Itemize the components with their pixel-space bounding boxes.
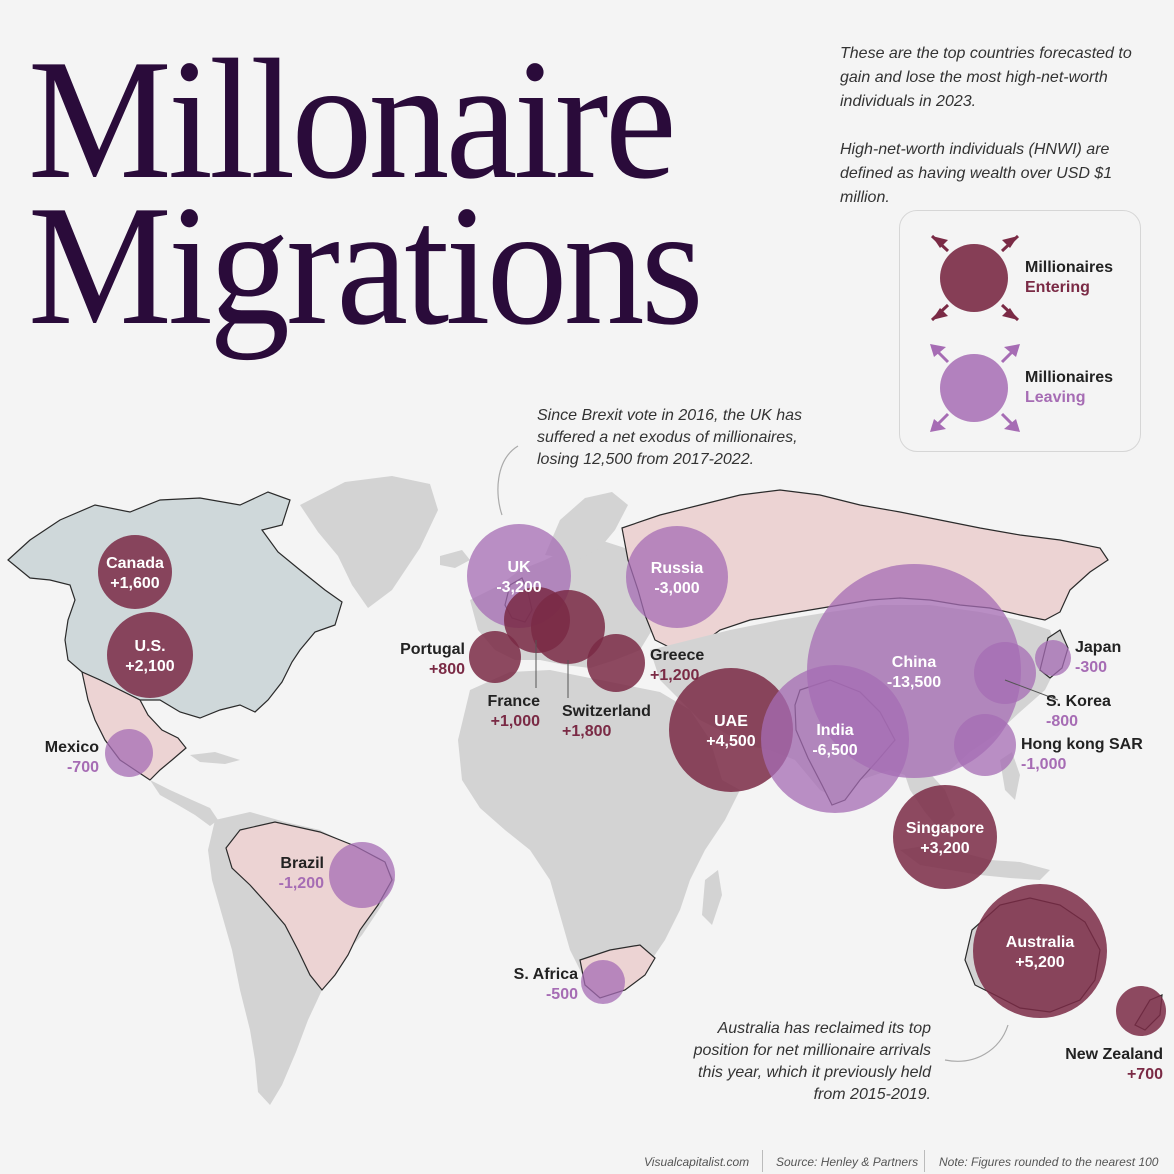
land-iceland	[440, 550, 470, 568]
label-value-brazil: -1,200	[279, 875, 324, 892]
label-name-switzerland: Switzerland	[562, 703, 651, 720]
land-central-america	[150, 780, 218, 826]
label-value-mexico: -700	[67, 759, 99, 776]
footer-divider-1	[762, 1150, 763, 1172]
label-name-new-zealand: New Zealand	[1065, 1046, 1163, 1063]
land-greenland	[300, 476, 438, 608]
label-value-s-korea: -800	[1046, 713, 1078, 730]
bubble-brazil	[329, 842, 395, 908]
intro-paragraph-2: High-net-worth individuals (HNWI) are de…	[840, 141, 1113, 206]
bubble-new-zealand	[1116, 986, 1166, 1036]
title-line-1: Millonaire	[28, 25, 677, 215]
label-name-hong-kong-sar: Hong kong SAR	[1021, 736, 1143, 753]
annotation-uk: Since Brexit vote in 2016, the UK has suf…	[537, 407, 802, 468]
label-name-greece: Greece	[650, 647, 704, 664]
label-name-singapore: Singapore	[906, 820, 984, 837]
leader-lines	[497, 445, 1059, 1062]
leader-line-skorea	[1004, 679, 1059, 701]
label-value-u-s: +2,100	[125, 658, 174, 675]
label-name-australia: Australia	[1006, 934, 1075, 951]
label-name-s-africa: S. Africa	[514, 966, 578, 983]
label-name-mexico: Mexico	[45, 739, 99, 756]
bubble-uae	[669, 668, 793, 792]
bubble-layer	[98, 524, 1166, 1036]
bubble-singapore	[893, 785, 997, 889]
footer-site: Visualcapitalist.com	[644, 1155, 750, 1169]
label-value-russia: -3,000	[654, 580, 699, 597]
label-name-u-s: U.S.	[134, 638, 165, 655]
bubble-switzerland	[531, 590, 605, 664]
label-value-hong-kong-sar: -1,000	[1021, 756, 1066, 773]
land-north-america	[7, 491, 343, 719]
label-name-china: China	[892, 654, 937, 671]
label-name-france: France	[488, 693, 541, 710]
legend-leaving-line2: Leaving	[1025, 389, 1086, 406]
leader-arrow-uk	[497, 445, 519, 516]
label-name-uk: UK	[507, 559, 531, 576]
bubble-canada	[98, 535, 172, 609]
footer-source: Source: Henley & Partners	[776, 1155, 919, 1169]
legend-entering-line2: Entering	[1025, 279, 1090, 296]
intro-paragraph-1: These are the top countries forecasted t…	[840, 45, 1132, 110]
label-value-s-africa: -500	[546, 986, 578, 1003]
land-scandinavia	[545, 492, 628, 560]
leader-arrow-australia	[944, 1024, 1009, 1062]
annotation-australia: Australia has reclaimed its top position …	[693, 1020, 933, 1103]
label-value-uk: -3,200	[496, 579, 541, 596]
land-madagascar	[702, 870, 722, 925]
label-value-portugal: +800	[429, 661, 465, 678]
arrows-in-icon	[930, 234, 1020, 322]
label-value-canada: +1,600	[110, 575, 159, 592]
bubble-s-africa	[581, 960, 625, 1004]
bubble-mexico	[105, 729, 153, 777]
label-value-france: +1,000	[491, 713, 540, 730]
title-line-2: Migrations	[28, 171, 704, 361]
footer-divider-2	[924, 1150, 925, 1172]
bubble-greece	[587, 634, 645, 692]
label-name-russia: Russia	[651, 560, 704, 577]
legend-entering-label: Millionaires Entering	[1025, 258, 1113, 298]
bubble-portugal	[469, 631, 521, 683]
bubble-u-s	[107, 612, 193, 698]
land-layer	[7, 476, 1163, 1105]
label-value-greece: +1,200	[650, 667, 699, 684]
label-name-canada: Canada	[106, 555, 164, 572]
label-name-japan: Japan	[1075, 639, 1121, 656]
label-value-new-zealand: +700	[1127, 1066, 1163, 1083]
label-name-india: India	[816, 722, 853, 739]
label-value-japan: -300	[1075, 659, 1107, 676]
label-layer: Canada +1,600 U.S. +2,100 Mexico -700 Brazil -1…	[45, 555, 1163, 1083]
land-mexico	[81, 670, 187, 781]
legend-leaving-label: Millionaires Leaving	[1025, 368, 1113, 408]
label-name-portugal: Portugal	[400, 641, 465, 658]
label-name-s-korea: S. Korea	[1046, 693, 1111, 710]
bubble-japan	[1035, 640, 1071, 676]
label-value-switzerland: +1,800	[562, 723, 611, 740]
legend-entering-circle	[940, 244, 1008, 312]
footer-note: Note: Figures rounded to the nearest 100	[939, 1155, 1159, 1169]
bubble-s-korea	[974, 642, 1036, 704]
bubble-australia	[973, 884, 1107, 1018]
land-africa	[458, 670, 740, 998]
label-value-china: -13,500	[887, 674, 941, 691]
bubble-russia	[626, 526, 728, 628]
label-value-uae: +4,500	[706, 733, 755, 750]
label-name-uae: UAE	[714, 713, 748, 730]
land-cuba	[190, 752, 240, 764]
legend-leaving-circle	[940, 354, 1008, 422]
legend-graphic	[930, 234, 1020, 432]
legend: Millionaires Entering Millionaires Leavi…	[899, 210, 1141, 452]
label-value-singapore: +3,200	[920, 840, 969, 857]
label-value-australia: +5,200	[1015, 954, 1064, 971]
legend-leaving-line1: Millionaires	[1025, 369, 1114, 386]
label-value-india: -6,500	[812, 742, 857, 759]
legend-entering-line1: Millionaires	[1025, 259, 1114, 276]
bubble-hong-kong-sar	[954, 714, 1016, 776]
label-name-brazil: Brazil	[280, 855, 324, 872]
arrows-out-icon	[930, 344, 1020, 432]
